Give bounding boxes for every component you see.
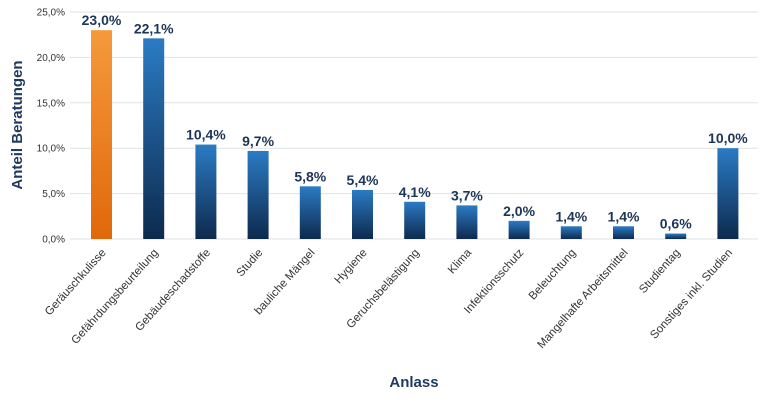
- bar-0: [91, 30, 112, 239]
- data-label: 1,4%: [608, 208, 640, 224]
- bar-2: [195, 144, 217, 239]
- y-tick-label: 10,0%: [37, 144, 65, 155]
- data-label: 3,7%: [451, 187, 483, 203]
- data-label: 23,0%: [82, 12, 122, 28]
- bar-3: [247, 150, 269, 239]
- data-label: 2,0%: [503, 203, 535, 219]
- y-tick-label: 15,0%: [37, 98, 65, 109]
- y-tick-label: 0,0%: [42, 235, 65, 246]
- bar-5: [352, 189, 373, 239]
- data-label: 0,6%: [660, 216, 692, 232]
- bar-4: [299, 186, 321, 239]
- data-label: 10,0%: [708, 130, 748, 146]
- y-tick-label: 5,0%: [42, 189, 65, 200]
- bar-12: [717, 148, 739, 239]
- bar-8: [508, 220, 530, 239]
- bar-6: [404, 201, 426, 239]
- data-label: 4,1%: [399, 184, 431, 200]
- y-axis-title: Anteil Beratungen: [9, 60, 26, 189]
- x-tick-label: Mangelhafte Arbeitsmittel: [535, 247, 630, 351]
- bar-7: [456, 205, 478, 239]
- x-axis-title: Anlass: [389, 374, 438, 391]
- bar-11: [665, 233, 687, 239]
- x-axis-categories: GeräuschkulisseGefährdungsbeurteilungGeb…: [43, 247, 735, 351]
- y-tick-label: 20,0%: [37, 53, 65, 64]
- bar-1: [143, 38, 165, 239]
- y-axis-ticks: 0,0% 5,0% 10,0% 15,0% 20,0% 25,0%: [37, 8, 65, 246]
- data-label: 10,4%: [186, 127, 226, 143]
- x-tick-label: Beleuchtung: [527, 247, 579, 303]
- data-label: 22,1%: [134, 20, 174, 36]
- data-labels: 23,0% 22,1% 10,4% 9,7% 5,8% 5,4% 4,1% 3,7% 2,0% 1…: [82, 12, 749, 231]
- x-tick-label: Hygiene: [333, 247, 370, 286]
- gridlines: [70, 11, 758, 240]
- y-tick-label: 25,0%: [37, 8, 65, 19]
- data-label: 1,4%: [555, 208, 587, 224]
- data-label: 9,7%: [242, 133, 274, 149]
- x-tick-label: Gefährdungsbeurteilung: [69, 247, 160, 347]
- bar-9: [560, 226, 582, 239]
- bars: [91, 30, 739, 239]
- bar-10: [613, 226, 634, 239]
- data-label: 5,8%: [294, 168, 326, 184]
- x-tick-label: Studientag: [637, 247, 683, 296]
- data-label: 5,4%: [347, 172, 379, 188]
- x-tick-label: Klima: [446, 247, 475, 277]
- x-tick-label: Studie: [235, 247, 266, 279]
